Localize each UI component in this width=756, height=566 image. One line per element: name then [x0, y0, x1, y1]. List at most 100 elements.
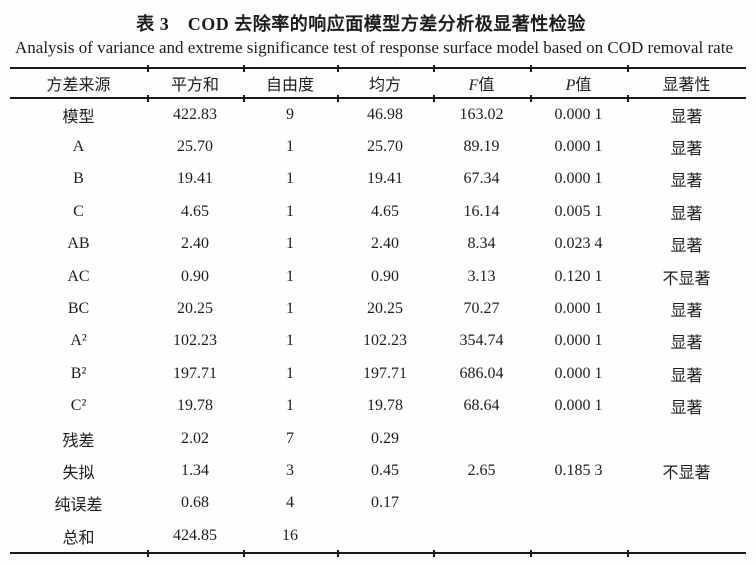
table-cell: 0.000 1 — [554, 138, 603, 156]
column-divider-tick — [530, 549, 532, 557]
table-body: 模型 422.83 9 46.98 163.02 0.000 1 显著 A 25.70 1 25.7… — [10, 99, 746, 552]
table-cell: 显著 — [670, 367, 703, 385]
table-cell: AB — [67, 235, 90, 253]
header-cell: 方差来源 — [46, 77, 111, 94]
table-cell: 显著 — [670, 335, 703, 353]
table-cell: 0.000 1 — [554, 170, 603, 188]
table-cell: 0.000 1 — [554, 332, 603, 350]
table-cell: 354.74 — [459, 332, 504, 350]
table-cell: 197.71 — [173, 364, 217, 382]
column-divider-tick — [530, 94, 532, 102]
table-cell: 102.23 — [363, 332, 407, 350]
table-cell: AC — [67, 267, 90, 285]
column-divider-tick — [337, 94, 339, 102]
table-cell: 7 — [286, 429, 294, 447]
table-cell: 0.90 — [371, 267, 399, 285]
table-cell: 102.23 — [173, 332, 217, 350]
table-cell: 0.000 1 — [554, 300, 603, 318]
table-cell: B — [73, 170, 84, 188]
table-row: AC 0.90 1 0.90 3.13 0.120 1 不显著 — [10, 260, 746, 292]
table-cell: 1.34 — [181, 461, 209, 479]
table-cell: 0.023 4 — [554, 235, 603, 253]
table-row: B² 197.71 1 197.71 686.04 0.000 1 显著 — [10, 358, 746, 390]
table-cell: 显著 — [670, 108, 703, 126]
table-cell: 显著 — [670, 205, 703, 223]
table-title-en: Analysis of variance and extreme signifi… — [15, 38, 733, 57]
column-divider-tick — [627, 94, 629, 102]
table-cell: 0.005 1 — [554, 202, 603, 220]
column-divider-tick — [243, 94, 245, 102]
table-cell: 1 — [286, 364, 294, 382]
table-cell: 197.71 — [363, 364, 407, 382]
column-divider-tick — [530, 64, 532, 72]
table-cell: 686.04 — [459, 364, 504, 382]
table-cell: 0.185 3 — [554, 461, 603, 479]
table-cell: C — [73, 202, 84, 220]
table-row: C² 19.78 1 19.78 68.64 0.000 1 显著 — [10, 390, 746, 422]
table-cell: 显著 — [670, 173, 703, 191]
column-divider-tick — [147, 549, 149, 557]
table-cell: 1 — [286, 300, 294, 318]
table-cell: 19.41 — [177, 170, 213, 188]
table-row: A 25.70 1 25.70 89.19 0.000 1 显著 — [10, 131, 746, 163]
table-cell: 1 — [286, 202, 294, 220]
table-cell: 1 — [286, 397, 294, 415]
table-cell: 总和 — [62, 529, 95, 547]
column-divider-tick — [147, 94, 149, 102]
table-cell: BC — [67, 300, 90, 318]
table-cell: 19.78 — [177, 397, 213, 415]
table-cell: 70.27 — [463, 300, 500, 318]
table-cell: 0.45 — [371, 461, 399, 479]
table-cell: 67.34 — [463, 170, 500, 188]
header-cell: 显著性 — [662, 77, 711, 94]
table-cell: 4 — [286, 494, 294, 512]
table-cell: 2.65 — [467, 461, 496, 479]
table-cell: 模型 — [62, 108, 95, 126]
table-cell: 4.65 — [371, 202, 399, 220]
table-row: 失拟 1.34 3 0.45 2.65 0.185 3 不显著 — [10, 455, 746, 487]
table-cell: 16.14 — [463, 202, 500, 220]
table-cell: 1 — [286, 267, 294, 285]
table-title-zh: 表 3 COD 去除率的响应面模型方差分析极显著性检验 — [136, 14, 586, 34]
table-cell: 4.65 — [181, 202, 209, 220]
table-cell: A — [72, 138, 85, 156]
table-cell: 422.83 — [173, 105, 217, 123]
table-cell: 16 — [282, 526, 298, 544]
table-cell: 68.64 — [463, 397, 500, 415]
table-row: 总和 424.85 16 — [10, 520, 746, 552]
table-cell: 显著 — [670, 303, 703, 321]
table-cell: 纯误差 — [54, 497, 103, 515]
column-divider-tick — [433, 64, 435, 72]
table-cell: 0.120 1 — [554, 267, 603, 285]
table-cell: 0.17 — [371, 494, 399, 512]
table-row: C 4.65 1 4.65 16.14 0.005 1 显著 — [10, 196, 746, 228]
table-cell: 1 — [286, 138, 294, 156]
table-cell: 19.78 — [367, 397, 403, 415]
table-cell: 显著 — [670, 141, 703, 159]
column-divider-tick — [433, 94, 435, 102]
table-cell: B² — [70, 364, 87, 382]
table-cell: 不显著 — [662, 464, 711, 482]
table-cell: 20.25 — [177, 300, 213, 318]
header-cell: P值 — [565, 77, 592, 94]
table-row: 纯误差 0.68 4 0.17 — [10, 487, 746, 519]
table-row: BC 20.25 1 20.25 70.27 0.000 1 显著 — [10, 293, 746, 325]
table-bottom-rule — [10, 549, 746, 557]
column-divider-tick — [627, 549, 629, 557]
table-cell: 89.19 — [463, 138, 500, 156]
column-divider-tick — [337, 549, 339, 557]
table-cell: 9 — [286, 105, 294, 123]
header-cell: F值 — [468, 77, 495, 94]
table-cell: 25.70 — [177, 138, 213, 156]
column-divider-tick — [337, 64, 339, 72]
table-cell: 25.70 — [367, 138, 403, 156]
column-divider-tick — [627, 64, 629, 72]
table-header-row: 方差来源 平方和 自由度 均方 F值 P值 显著性 — [10, 69, 746, 97]
table-cell: 2.40 — [371, 235, 399, 253]
table-row: AB 2.40 1 2.40 8.34 0.023 4 显著 — [10, 228, 746, 260]
table-cell: 0.90 — [181, 267, 209, 285]
column-divider-tick — [243, 549, 245, 557]
table-cell: 3 — [286, 461, 294, 479]
table-cell: 8.34 — [467, 235, 496, 253]
